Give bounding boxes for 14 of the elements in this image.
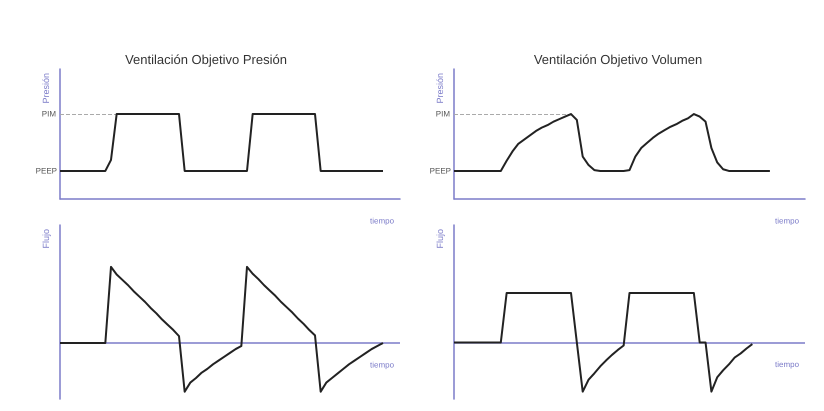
y-axis-title: Presión	[435, 73, 445, 104]
x-axis-title: tiempo	[370, 216, 395, 226]
x-axis-title: tiempo	[775, 360, 800, 370]
y-axis-title: Flujo	[435, 229, 445, 249]
text: PEEP	[430, 166, 451, 176]
y-axis-title: Presión	[41, 73, 51, 104]
chart-title: Ventilación Objetivo Volumen	[534, 52, 702, 67]
ref-line-label: PIM	[436, 110, 450, 119]
x-axis-title: tiempo	[370, 360, 395, 370]
y-axis-title: Flujo	[41, 229, 51, 249]
text: PEEP	[36, 166, 57, 176]
ref-line-label: PIM	[42, 110, 56, 119]
chart-title: Ventilación Objetivo Presión	[125, 52, 287, 67]
x-axis-title: tiempo	[775, 216, 800, 226]
